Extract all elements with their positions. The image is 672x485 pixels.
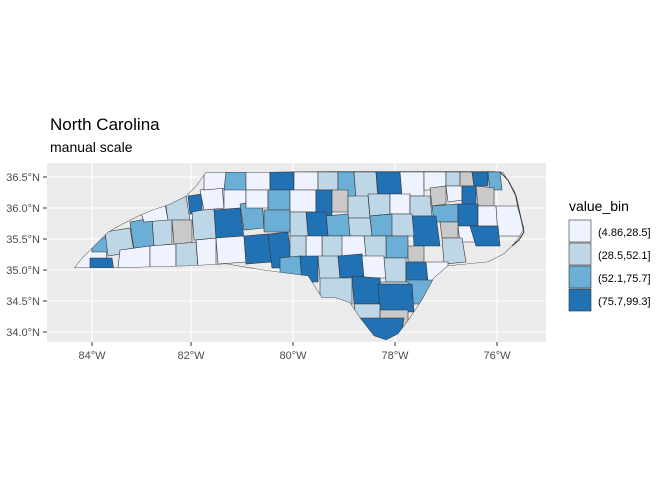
- county: [429, 185, 447, 207]
- y-axis: 34.0°N 34.5°N 35.0°N 35.5°N 36.0°N 36.5°…: [6, 172, 47, 339]
- county: [305, 211, 329, 237]
- county: [175, 241, 199, 269]
- county: [337, 253, 367, 279]
- county: [339, 235, 367, 257]
- county: [477, 205, 499, 227]
- county: [351, 275, 383, 305]
- outer-banks-line: [499, 171, 525, 247]
- county: [367, 193, 391, 217]
- county: [347, 217, 373, 237]
- y-tick-label: 35.0°N: [6, 265, 40, 277]
- county: [267, 189, 291, 211]
- county: [459, 171, 475, 187]
- county: [457, 203, 479, 227]
- county-cells: [74, 171, 524, 340]
- county-map: [74, 171, 524, 340]
- x-tick-label: 82°W: [177, 350, 205, 362]
- county: [293, 171, 319, 191]
- county: [399, 171, 425, 197]
- legend-label: (75.7,99.3]: [598, 296, 651, 308]
- county: [321, 235, 343, 259]
- county: [487, 171, 503, 191]
- county: [149, 243, 177, 269]
- y-tick-label: 36.0°N: [6, 203, 40, 215]
- county: [245, 189, 269, 209]
- county: [289, 189, 317, 213]
- county: [331, 189, 349, 213]
- legend-title: value_bin: [569, 198, 629, 214]
- plot-subtitle: manual scale: [50, 139, 133, 155]
- legend-swatch: [568, 242, 592, 266]
- county: [361, 255, 387, 279]
- legend-swatch: [568, 265, 592, 289]
- county: [269, 171, 295, 191]
- county: [389, 213, 415, 237]
- legend: value_bin (4.86,28.5] (28.5,52.1] (52.1,…: [568, 198, 651, 312]
- county: [223, 171, 249, 193]
- county: [195, 237, 217, 267]
- county: [389, 193, 411, 215]
- county: [289, 211, 309, 237]
- county: [171, 219, 193, 245]
- x-tick-label: 84°W: [78, 350, 106, 362]
- county: [243, 233, 273, 265]
- county: [385, 235, 409, 259]
- x-tick-label: 80°W: [279, 350, 307, 362]
- x-tick-label: 76°W: [483, 350, 511, 362]
- y-tick-label: 34.5°N: [6, 296, 40, 308]
- county: [325, 213, 351, 237]
- county: [411, 215, 441, 247]
- county: [317, 255, 341, 281]
- county: [409, 195, 433, 217]
- county: [245, 171, 271, 191]
- county: [445, 185, 463, 203]
- county: [377, 283, 415, 313]
- county: [471, 171, 489, 187]
- county: [317, 171, 339, 191]
- county: [215, 235, 247, 265]
- county: [199, 185, 225, 211]
- y-tick-label: 35.5°N: [6, 234, 40, 246]
- county: [347, 195, 371, 219]
- county: [263, 209, 291, 233]
- county: [363, 235, 387, 259]
- county: [383, 257, 407, 283]
- county: [203, 171, 227, 191]
- county: [129, 217, 155, 251]
- county: [191, 207, 217, 241]
- county: [461, 185, 477, 205]
- county: [445, 171, 461, 187]
- legend-label: (28.5,52.1]: [598, 250, 651, 262]
- county: [439, 221, 459, 239]
- legend-label: (52.1,75.7]: [598, 273, 651, 285]
- county: [375, 171, 403, 195]
- county: [369, 213, 393, 237]
- plot-title: North Carolina: [50, 115, 160, 134]
- county: [475, 185, 495, 207]
- county: [405, 261, 429, 283]
- legend-swatch: [568, 219, 592, 243]
- county: [441, 237, 467, 265]
- y-tick-label: 34.0°N: [6, 327, 40, 339]
- county: [407, 245, 425, 263]
- x-axis: 84°W 82°W 80°W 78°W 76°W: [78, 342, 511, 362]
- county: [213, 207, 245, 239]
- x-tick-label: 78°W: [381, 350, 409, 362]
- y-tick-label: 36.5°N: [6, 172, 40, 184]
- legend-label: (4.86,28.5]: [598, 227, 651, 239]
- legend-swatch: [568, 288, 592, 312]
- county: [469, 225, 501, 247]
